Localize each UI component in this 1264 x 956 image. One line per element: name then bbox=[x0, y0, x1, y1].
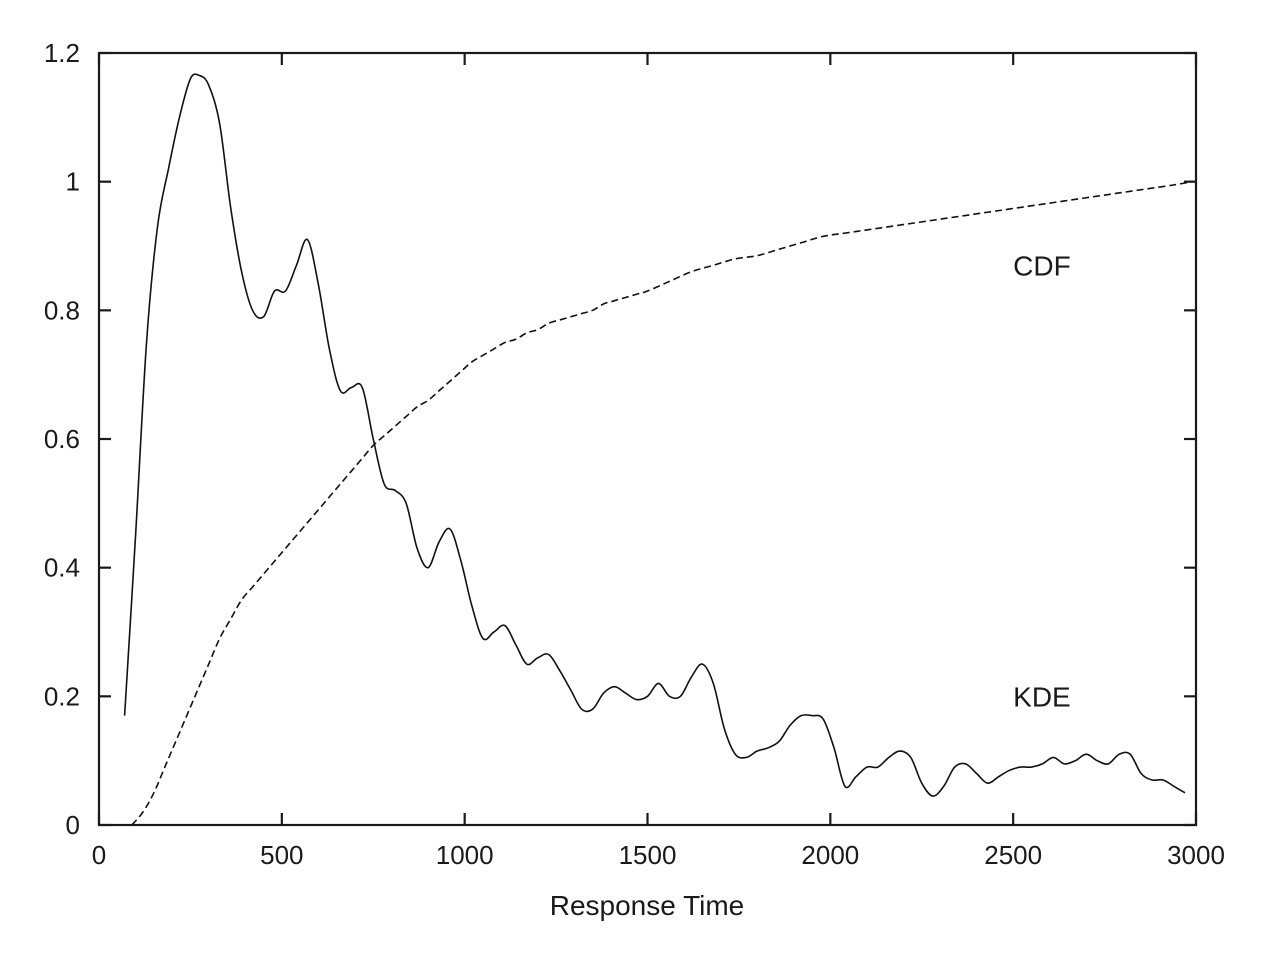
y-tick-labels: 0 0.2 0.4 0.6 0.8 1 1.2 bbox=[44, 38, 80, 840]
y-tick-label: 0.8 bbox=[44, 295, 80, 325]
y-tick-label: 0 bbox=[66, 810, 80, 840]
series-label-cdf: CDF bbox=[1013, 250, 1071, 281]
x-tick-label: 500 bbox=[260, 840, 303, 870]
x-tick-label: 1500 bbox=[619, 840, 677, 870]
x-tick-label: 1000 bbox=[436, 840, 494, 870]
axis-ticks bbox=[97, 51, 1198, 827]
y-tick-label: 0.4 bbox=[44, 553, 80, 583]
series-line-kde bbox=[123, 73, 1186, 797]
x-tick-label: 2000 bbox=[801, 840, 859, 870]
series-line-cdf bbox=[131, 180, 1193, 826]
y-tick-label: 1 bbox=[66, 167, 80, 197]
x-tick-label: 0 bbox=[92, 840, 106, 870]
series-label-kde: KDE bbox=[1013, 681, 1071, 712]
x-axis-title: Response Time bbox=[550, 890, 745, 921]
y-tick-label: 0.2 bbox=[44, 681, 80, 711]
series-annotations: CDF KDE bbox=[1013, 250, 1071, 712]
series-group bbox=[123, 73, 1193, 826]
y-tick-label: 1.2 bbox=[44, 38, 80, 68]
x-tick-labels: 0 500 1000 1500 2000 2500 3000 bbox=[92, 840, 1225, 870]
x-tick-label: 3000 bbox=[1167, 840, 1225, 870]
x-tick-label: 2500 bbox=[984, 840, 1042, 870]
y-tick-label: 0.6 bbox=[44, 424, 80, 454]
